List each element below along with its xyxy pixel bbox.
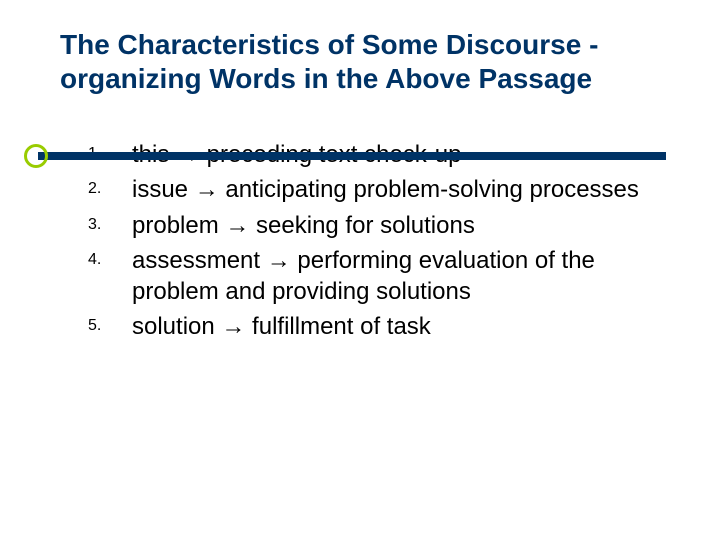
list-number: 3. [88,210,132,234]
slide-container: The Characteristics of Some Discourse -o… [0,0,720,540]
list-item: 5. solution → fulfillment of task [88,311,672,342]
list-text: assessment → performing evaluation of th… [132,245,672,307]
slide-title: The Characteristics of Some Discourse -o… [60,28,672,95]
list-item: 3. problem → seeking for solutions [88,210,672,241]
title-underline [38,152,666,160]
accent-circle-icon [24,144,48,168]
list-number: 5. [88,311,132,335]
list-number: 2. [88,174,132,198]
list-item: 2. issue → anticipating problem-solving … [88,174,672,205]
list-text: issue → anticipating problem-solving pro… [132,174,672,205]
list-text: solution → fulfillment of task [132,311,672,342]
list-number: 4. [88,245,132,269]
list-text: problem → seeking for solutions [132,210,672,241]
ordered-list: 1. this → preceding text check-up 2. iss… [60,139,672,342]
list-item: 4. assessment → performing evaluation of… [88,245,672,307]
